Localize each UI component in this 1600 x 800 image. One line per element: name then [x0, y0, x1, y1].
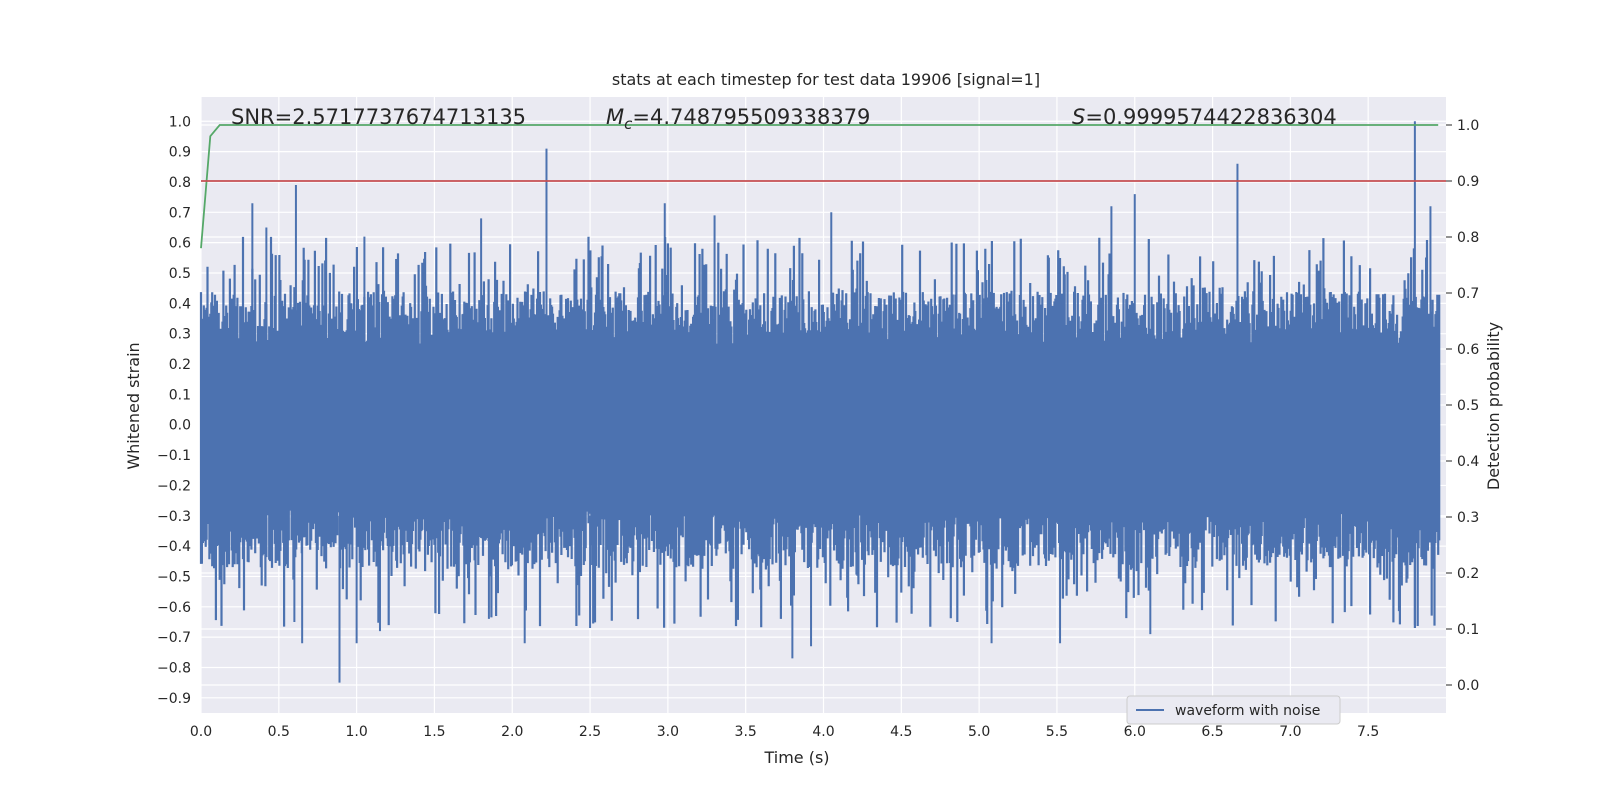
y-tick-label: −0.8	[157, 660, 191, 676]
y2-tick-label: 0.1	[1457, 622, 1479, 638]
y-tick-label: 0.8	[169, 175, 191, 191]
y2-tick-label: 0.5	[1457, 398, 1479, 414]
legend-box	[1126, 695, 1341, 725]
y-tick-label: −0.6	[157, 600, 191, 616]
y-tick-label: −0.1	[157, 448, 191, 464]
x-tick-label: 3.5	[735, 724, 757, 740]
x-tick-label: 0.0	[190, 724, 212, 740]
detection-probability-line	[200, 124, 1439, 249]
y2-tick-label: 0.4	[1457, 454, 1479, 470]
x-tick-label: 5.5	[1046, 724, 1068, 740]
legend-label-waveform: waveform with noise	[1175, 703, 1320, 719]
x-tick-label: 2.0	[501, 724, 523, 740]
y-tick-label: −0.9	[157, 691, 191, 707]
chirp-mass-symbol: M	[606, 105, 624, 129]
y-tick-label: −0.3	[157, 509, 191, 525]
chirp-mass-subscript: c	[624, 115, 633, 133]
y-tick-label: −0.7	[157, 630, 191, 646]
waveform-core	[201, 348, 1440, 507]
snr-annotation: SNR=2.5717737674713135	[231, 105, 526, 129]
x-tick-label: 5.0	[968, 724, 990, 740]
x-tick-label: 7.0	[1279, 724, 1301, 740]
waveform-series	[199, 121, 1441, 683]
y-tick-label: 0.0	[169, 418, 191, 434]
x-tick-label: 4.5	[890, 724, 912, 740]
y2-axis-label: Detection probability	[1484, 322, 1503, 490]
y-tick-label: 0.9	[169, 145, 191, 161]
chirp-mass-value: =4.748795509338379	[632, 105, 870, 129]
y-tick-label: −0.4	[157, 539, 191, 555]
probability-series	[200, 124, 1446, 249]
y2-tick-label: 0.0	[1457, 678, 1479, 694]
x-axis-ticks: 0.0 0.5 1.0 1.5 2.0 2.5 3.0 3.5 4.0 4.5 5.0 5.5 6.0 6…	[190, 724, 1379, 740]
y-tick-label: 0.2	[169, 357, 191, 373]
x-tick-label: 6.0	[1124, 724, 1146, 740]
x-tick-label: 2.5	[579, 724, 601, 740]
left-axis-ticks: −0.9 −0.8 −0.7 −0.6 −0.5 −0.4 −0.3 −0.2 −0.1 0.0 0…	[157, 114, 191, 707]
x-tick-label: 1.5	[423, 724, 445, 740]
y2-tick-label: 1.0	[1457, 118, 1479, 134]
y-tick-label: −0.5	[157, 569, 191, 585]
score-annotation: S=0.9999574422836304	[1072, 105, 1337, 129]
x-tick-label: 7.5	[1357, 724, 1379, 740]
y-tick-label: 0.5	[169, 266, 191, 282]
y2-tick-label: 0.9	[1457, 174, 1479, 190]
y2-tick-label: 0.7	[1457, 286, 1479, 302]
y2-tick-label: 0.2	[1457, 566, 1479, 582]
y2-tick-label: 0.3	[1457, 510, 1479, 526]
right-axis-ticks: 0.0 0.1 0.2 0.3 0.4 0.5 0.6 0.7 0.8 0.9 1.0	[1446, 118, 1479, 694]
legend: waveform with noise	[1126, 695, 1341, 725]
chirp-mass-annotation: Mc=4.748795509338379	[606, 105, 870, 133]
y-tick-label: 0.7	[169, 205, 191, 221]
x-tick-label: 1.0	[345, 724, 367, 740]
y2-tick-label: 0.6	[1457, 342, 1479, 358]
y-tick-label: 0.1	[169, 387, 191, 403]
x-tick-label: 0.5	[268, 724, 290, 740]
y-tick-label: 0.3	[169, 327, 191, 343]
y-tick-label: 0.4	[169, 296, 191, 312]
x-axis-label: Time (s)	[763, 748, 829, 767]
score-value: =0.9999574422836304	[1085, 105, 1336, 129]
x-tick-label: 6.5	[1201, 724, 1223, 740]
score-symbol: S	[1072, 105, 1085, 129]
x-tick-label: 4.0	[812, 724, 834, 740]
chart-title: stats at each timestep for test data 199…	[612, 70, 1040, 89]
y-axis-label: Whitened strain	[124, 342, 143, 469]
y-tick-label: 0.6	[169, 236, 191, 252]
y-tick-label: 1.0	[169, 114, 191, 130]
y2-tick-label: 0.8	[1457, 230, 1479, 246]
y-tick-label: −0.2	[157, 478, 191, 494]
x-tick-label: 3.0	[657, 724, 679, 740]
